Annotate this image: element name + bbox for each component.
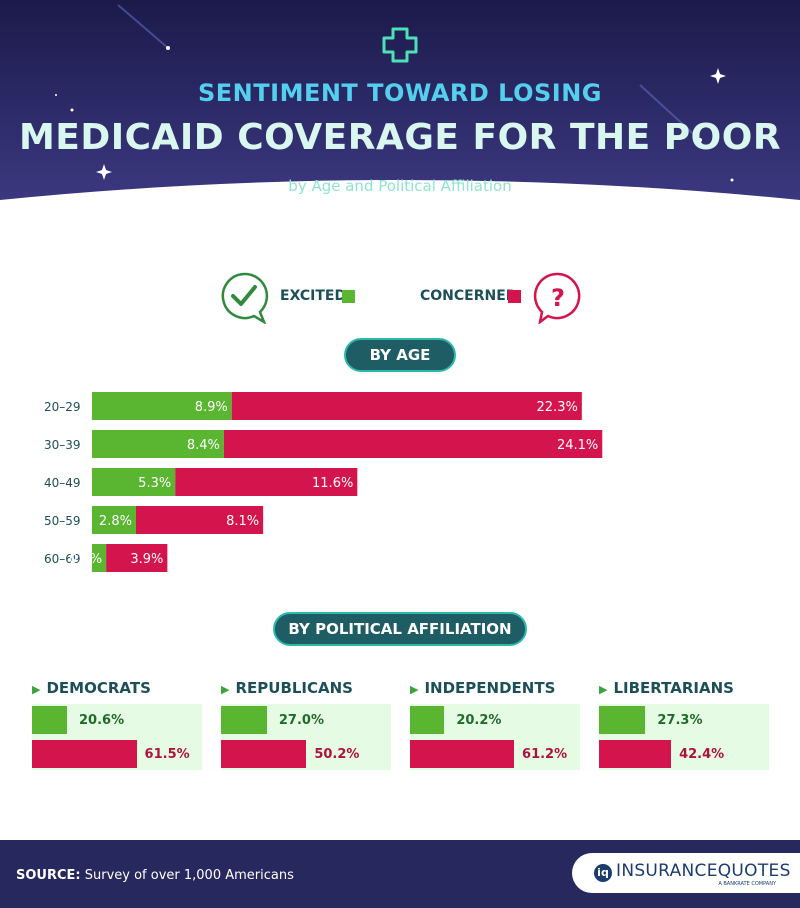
excited-value-label: 2.8% — [99, 514, 132, 529]
age-category-label: 50–59 — [44, 514, 81, 528]
triangle-bullet-icon: ▶ — [410, 683, 419, 696]
footer: SOURCE: Survey of over 1,000 Americans i… — [0, 840, 800, 908]
excited-bar — [410, 706, 445, 734]
concerned-value-label: 22.3% — [537, 400, 578, 415]
concerned-bar — [135, 506, 264, 534]
party-label: ▶ INDEPENDENTS — [410, 679, 556, 697]
concerned-value-label: 61.5% — [144, 747, 190, 762]
concerned-bar — [599, 740, 672, 768]
concerned-bar — [106, 544, 168, 572]
party-label: ▶ LIBERTARIANS — [599, 679, 734, 697]
excited-bar — [599, 706, 646, 734]
excited-bar — [32, 706, 68, 734]
logo-wordmark: INSURANCEQUOTES — [616, 861, 791, 881]
age-category-label: 40–49 — [44, 476, 81, 490]
concerned-value-label: 3.9% — [130, 552, 163, 567]
legend-concerned-swatch — [508, 290, 521, 303]
party-panel: 20.2% 61.2% — [410, 704, 580, 770]
logo-mark-icon: iq — [594, 864, 612, 882]
excited-value-label: 20.2% — [456, 713, 502, 728]
title-line-2: MEDICAID COVERAGE FOR THE POOR — [18, 117, 782, 158]
excited-bar — [92, 506, 136, 534]
excited-bar — [92, 392, 232, 420]
concerned-value-label: 8.1% — [226, 514, 259, 529]
concerned-bar — [221, 740, 307, 768]
excited-bar — [92, 430, 224, 458]
legend-excited-swatch — [342, 290, 355, 303]
triangle-bullet-icon: ▶ — [221, 683, 230, 696]
concerned-bar — [410, 740, 515, 768]
sparkle-star-icon — [96, 164, 112, 180]
svg-text:?: ? — [551, 284, 565, 312]
party-panel: 27.3% 42.4% — [599, 704, 769, 770]
concerned-value-label: 61.2% — [522, 747, 568, 762]
concerned-value-label: 24.1% — [557, 438, 598, 453]
excited-value-label: 0.9% — [69, 552, 102, 567]
excited-value-label: 8.9% — [195, 400, 228, 415]
logo-tagline: A BANKRATE COMPANY — [718, 881, 776, 887]
triangle-bullet-icon: ▶ — [32, 683, 41, 696]
concerned-bar — [32, 740, 137, 768]
concerned-value-label: 50.2% — [314, 747, 360, 762]
question-bubble-icon: ? — [533, 272, 581, 324]
party-label: ▶ REPUBLICANS — [221, 679, 353, 697]
concerned-bar — [231, 392, 582, 420]
concerned-bar — [223, 430, 603, 458]
subtitle: by Age and Political Affiliation — [288, 177, 512, 195]
header-background — [0, 0, 800, 200]
concerned-value-label: 42.4% — [679, 747, 725, 762]
header-banner: SENTIMENT TOWARD LOSING MEDICAID COVERAG… — [0, 0, 800, 240]
shooting-star-decoration — [117, 4, 169, 49]
title-line-1: SENTIMENT TOWARD LOSING — [198, 79, 602, 107]
source-text: SOURCE: Survey of over 1,000 Americans — [16, 868, 294, 883]
concerned-bar — [175, 468, 358, 496]
excited-value-label: 8.4% — [187, 438, 220, 453]
party-label: ▶ DEMOCRATS — [32, 679, 151, 697]
by-party-pill: BY POLITICAL AFFILIATION — [273, 612, 527, 646]
excited-value-label: 20.6% — [79, 713, 125, 728]
legend-concerned-label: CONCERNED — [420, 288, 518, 304]
party-panel: 20.6% 61.5% — [32, 704, 202, 770]
age-bar-chart: 20–29 8.9% 22.3% 30–39 8.4% 24.1% 40–49 5.3% 11.… — [44, 392, 603, 572]
excited-value-label: 5.3% — [138, 476, 171, 491]
checkmark-bubble-icon — [221, 272, 269, 324]
insurancequotes-logo: iq INSURANCEQUOTES A BANKRATE COMPANY — [572, 853, 800, 893]
age-category-label: 20–29 — [44, 400, 81, 414]
excited-value-label: 27.0% — [278, 713, 324, 728]
medical-cross-icon — [382, 27, 418, 63]
legend-excited-label: EXCITED — [280, 288, 347, 304]
by-age-pill: BY AGE — [344, 338, 456, 372]
excited-bar — [92, 544, 107, 572]
excited-value-label: 27.3% — [657, 713, 703, 728]
excited-bar — [221, 706, 267, 734]
triangle-bullet-icon: ▶ — [599, 683, 608, 696]
age-category-label: 60–69 — [44, 552, 81, 566]
excited-bar — [92, 468, 176, 496]
party-panel: 27.0% 50.2% — [221, 704, 391, 770]
sparkle-star-icon — [710, 68, 726, 84]
concerned-value-label: 11.6% — [312, 476, 353, 491]
age-category-label: 30–39 — [44, 438, 81, 452]
